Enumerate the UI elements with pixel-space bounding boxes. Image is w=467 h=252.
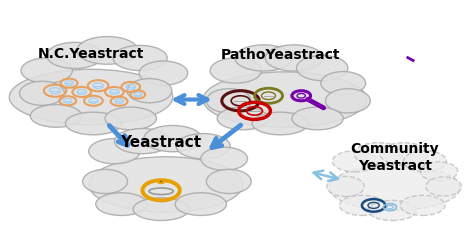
Ellipse shape: [403, 151, 446, 172]
Ellipse shape: [380, 143, 428, 165]
Ellipse shape: [265, 45, 323, 71]
Ellipse shape: [327, 176, 364, 197]
Text: Community
Yeastract: Community Yeastract: [350, 142, 439, 173]
Ellipse shape: [89, 157, 243, 212]
Ellipse shape: [65, 112, 121, 135]
Ellipse shape: [20, 81, 64, 105]
Ellipse shape: [21, 58, 72, 83]
Ellipse shape: [96, 193, 147, 215]
Ellipse shape: [368, 200, 417, 220]
Ellipse shape: [252, 112, 308, 135]
Ellipse shape: [400, 195, 445, 215]
Ellipse shape: [175, 193, 226, 215]
Ellipse shape: [340, 195, 384, 215]
Ellipse shape: [426, 177, 461, 196]
Ellipse shape: [325, 89, 370, 113]
Ellipse shape: [354, 143, 403, 165]
Ellipse shape: [127, 79, 172, 103]
Circle shape: [158, 180, 164, 183]
Ellipse shape: [206, 169, 251, 194]
Ellipse shape: [329, 165, 460, 210]
Ellipse shape: [139, 61, 188, 85]
Text: Yeastract: Yeastract: [120, 135, 202, 150]
Ellipse shape: [9, 69, 173, 125]
Ellipse shape: [217, 107, 269, 130]
Ellipse shape: [77, 37, 138, 64]
Ellipse shape: [333, 151, 377, 172]
Text: N.C.Yeastract: N.C.Yeastract: [38, 47, 144, 61]
Ellipse shape: [114, 129, 170, 154]
Ellipse shape: [297, 55, 348, 81]
Ellipse shape: [321, 72, 366, 95]
Ellipse shape: [89, 139, 140, 164]
Ellipse shape: [144, 125, 202, 152]
Ellipse shape: [113, 45, 167, 71]
Ellipse shape: [30, 105, 82, 127]
Ellipse shape: [203, 72, 367, 127]
Ellipse shape: [47, 42, 103, 69]
Ellipse shape: [83, 169, 127, 194]
Ellipse shape: [235, 45, 293, 71]
Ellipse shape: [201, 147, 248, 170]
Ellipse shape: [292, 107, 343, 130]
Text: PathoYeastract: PathoYeastract: [220, 48, 340, 62]
Ellipse shape: [206, 89, 251, 113]
Ellipse shape: [176, 134, 230, 159]
Ellipse shape: [133, 198, 189, 220]
Ellipse shape: [420, 162, 458, 181]
Ellipse shape: [210, 58, 262, 83]
Ellipse shape: [105, 107, 156, 130]
